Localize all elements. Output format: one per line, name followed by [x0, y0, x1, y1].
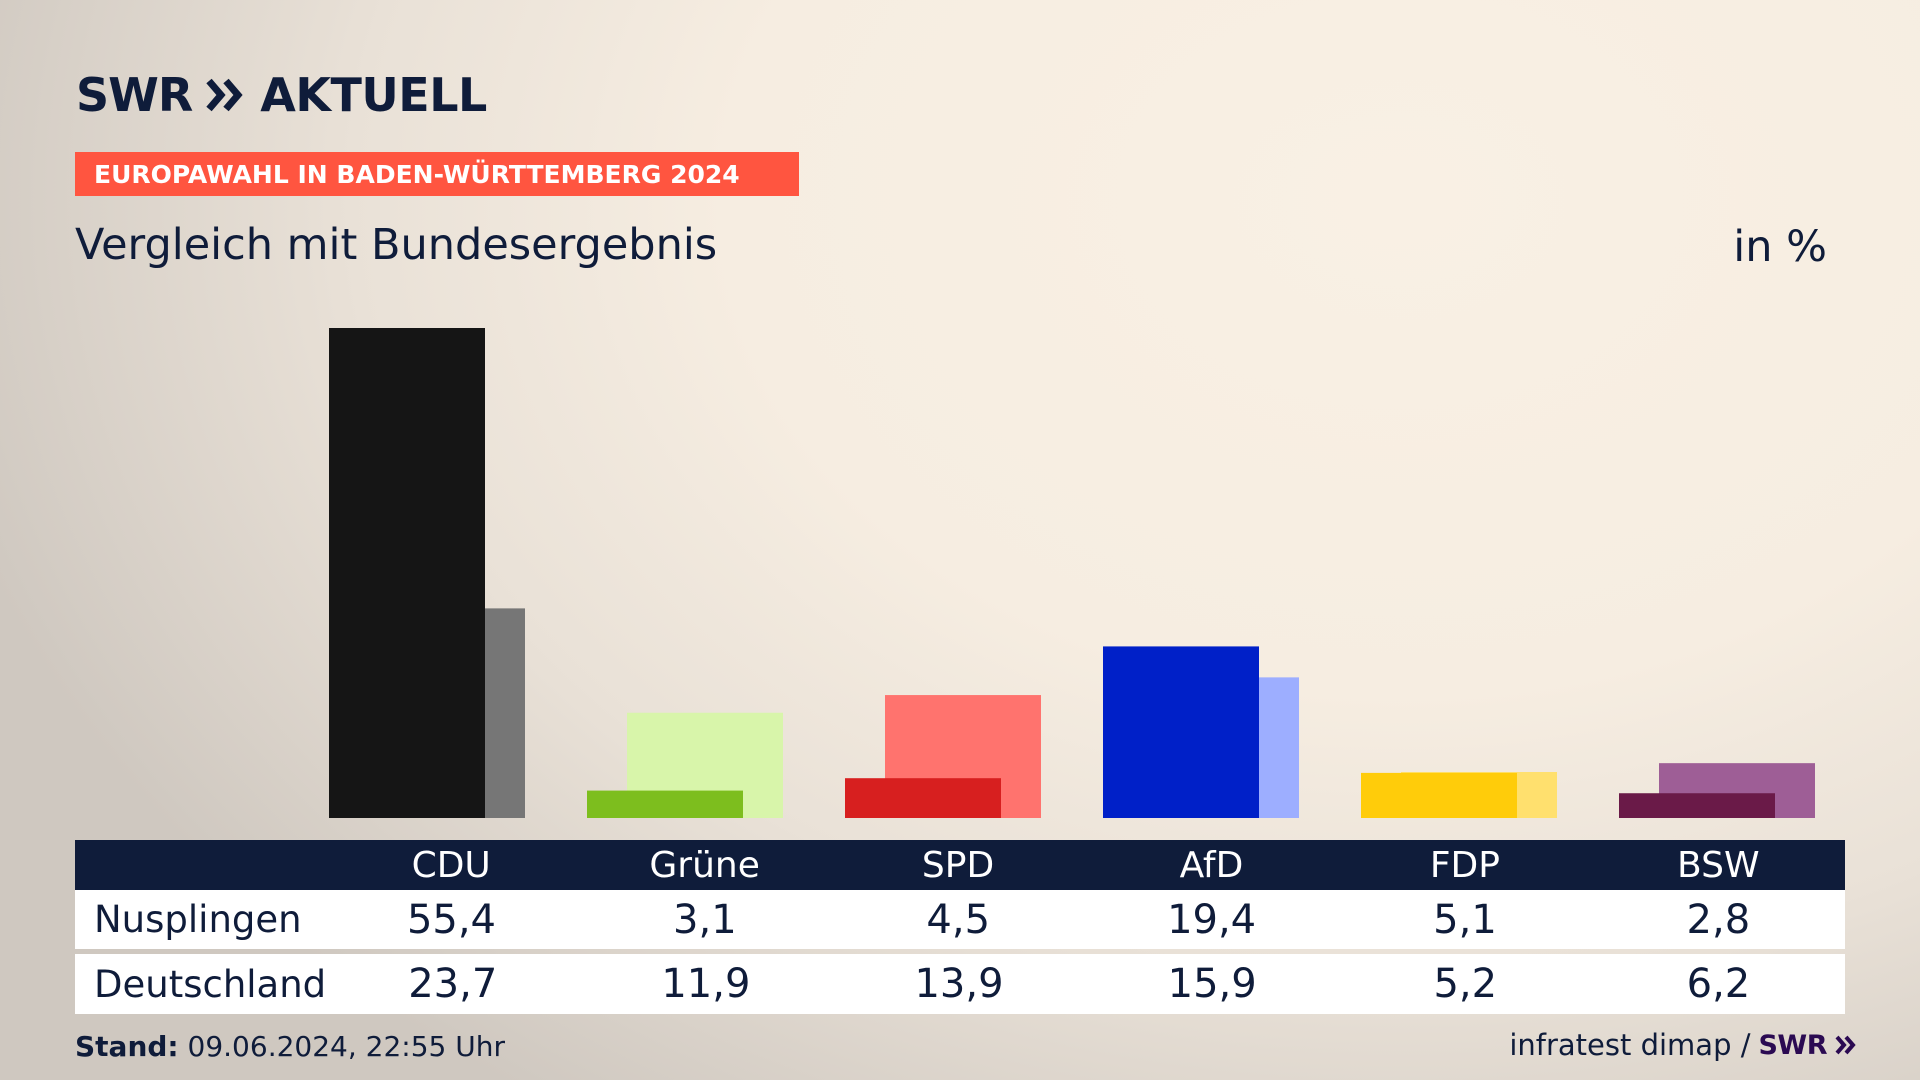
party-header-cdu: CDU: [411, 844, 491, 886]
value-cell: 55,4: [406, 896, 496, 943]
value-cell: 5,1: [1433, 896, 1497, 943]
bar-nusplingen-fdp: [1361, 772, 1517, 818]
value-cell: 15,9: [1167, 961, 1257, 1007]
stand-label: Stand:: [75, 1030, 179, 1063]
bar-nusplingen-spd: [845, 778, 1001, 818]
double-chevron-icon: [206, 78, 243, 112]
party-header-afd: AfD: [1179, 844, 1244, 886]
results-table: CDU Grüne SPD AfD FDP BSW Nusplingen 55,4 3,1 4,…: [75, 840, 1845, 1014]
table-row: Nusplingen 55,4 3,1 4,5 19,4 5,1 2,8: [75, 890, 1845, 949]
value-cell: 3,1: [673, 896, 737, 943]
party-header-bsw: BSW: [1677, 844, 1760, 886]
chart-subtitle: Vergleich mit Bundesergebnis: [75, 220, 718, 270]
bar-nusplingen-bsw: [1619, 793, 1775, 818]
bar-nusplingen-grüne: [587, 790, 743, 818]
value-cell: 11,9: [661, 961, 751, 1007]
source-text: infratest dimap /: [1509, 1028, 1751, 1062]
unit-label: in %: [1733, 222, 1827, 272]
value-cell: 6,2: [1686, 961, 1751, 1007]
table-header-row: CDU Grüne SPD AfD FDP BSW: [75, 840, 1845, 890]
party-header-fdp: FDP: [1429, 844, 1500, 886]
timestamp: Stand: 09.06.2024, 22:55 Uhr: [75, 1030, 505, 1063]
stand-value: 09.06.2024, 22:55 Uhr: [187, 1030, 505, 1063]
table-row: Deutschland 23,7 11,9 13,9 15,9 5,2 6,2: [75, 954, 1845, 1014]
election-badge-text: EUROPAWAHL IN BADEN-WÜRTTEMBERG 2024: [94, 159, 740, 189]
value-cell: 13,9: [914, 961, 1004, 1007]
row-label: Deutschland: [94, 962, 327, 1006]
logo-aktuell-text: AKTUELL: [260, 68, 487, 122]
bar-nusplingen-afd: [1103, 646, 1259, 818]
row-label: Nusplingen: [94, 898, 302, 941]
bar-chart: [329, 328, 1815, 818]
value-cell: 2,8: [1686, 896, 1751, 943]
swr-aktuell-logo: SWR AKTUELL: [76, 68, 487, 122]
bar-nusplingen-cdu: [329, 328, 485, 818]
value-cell: 23,7: [408, 961, 498, 1007]
party-header-spd: SPD: [921, 844, 995, 886]
value-cell: 5,2: [1433, 961, 1498, 1007]
logo-swr-text: SWR: [76, 68, 193, 122]
party-header-grüne: Grüne: [649, 844, 760, 886]
double-chevron-small-icon: [1835, 1035, 1856, 1055]
value-cell: 19,4: [1167, 896, 1257, 943]
election-badge: EUROPAWAHL IN BADEN-WÜRTTEMBERG 2024: [75, 152, 799, 196]
swr-brand-small: SWR: [1758, 1029, 1827, 1061]
value-cell: 4,5: [926, 896, 991, 943]
source-credit: infratest dimap / SWR: [1509, 1028, 1857, 1062]
